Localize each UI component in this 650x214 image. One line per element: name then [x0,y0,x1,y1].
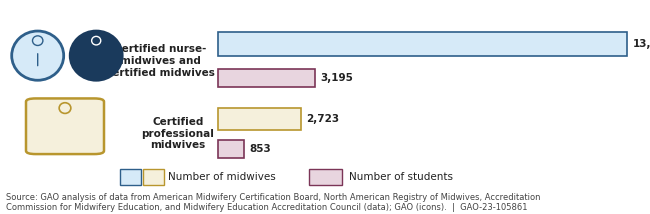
Bar [218,140,244,158]
Text: 2,723: 2,723 [306,114,339,124]
Bar [120,169,141,184]
Bar [218,107,301,130]
Text: 3,195: 3,195 [320,73,354,83]
Bar [309,169,342,184]
Text: Certified nurse-
midwives and
certified midwives: Certified nurse- midwives and certified … [105,44,214,78]
Text: Number of students: Number of students [348,172,452,181]
Bar [218,32,627,56]
Bar [218,69,315,87]
Ellipse shape [12,31,64,80]
Text: Source: GAO analysis of data from American Midwifery Certification Board, North : Source: GAO analysis of data from Americ… [6,193,541,212]
Text: Number of midwives: Number of midwives [168,172,276,181]
Text: Certified
professional
midwives: Certified professional midwives [142,117,214,150]
Ellipse shape [70,31,122,80]
FancyBboxPatch shape [26,98,104,154]
Bar [143,169,164,184]
Text: 13,409: 13,409 [632,39,650,49]
Text: 853: 853 [249,144,271,154]
